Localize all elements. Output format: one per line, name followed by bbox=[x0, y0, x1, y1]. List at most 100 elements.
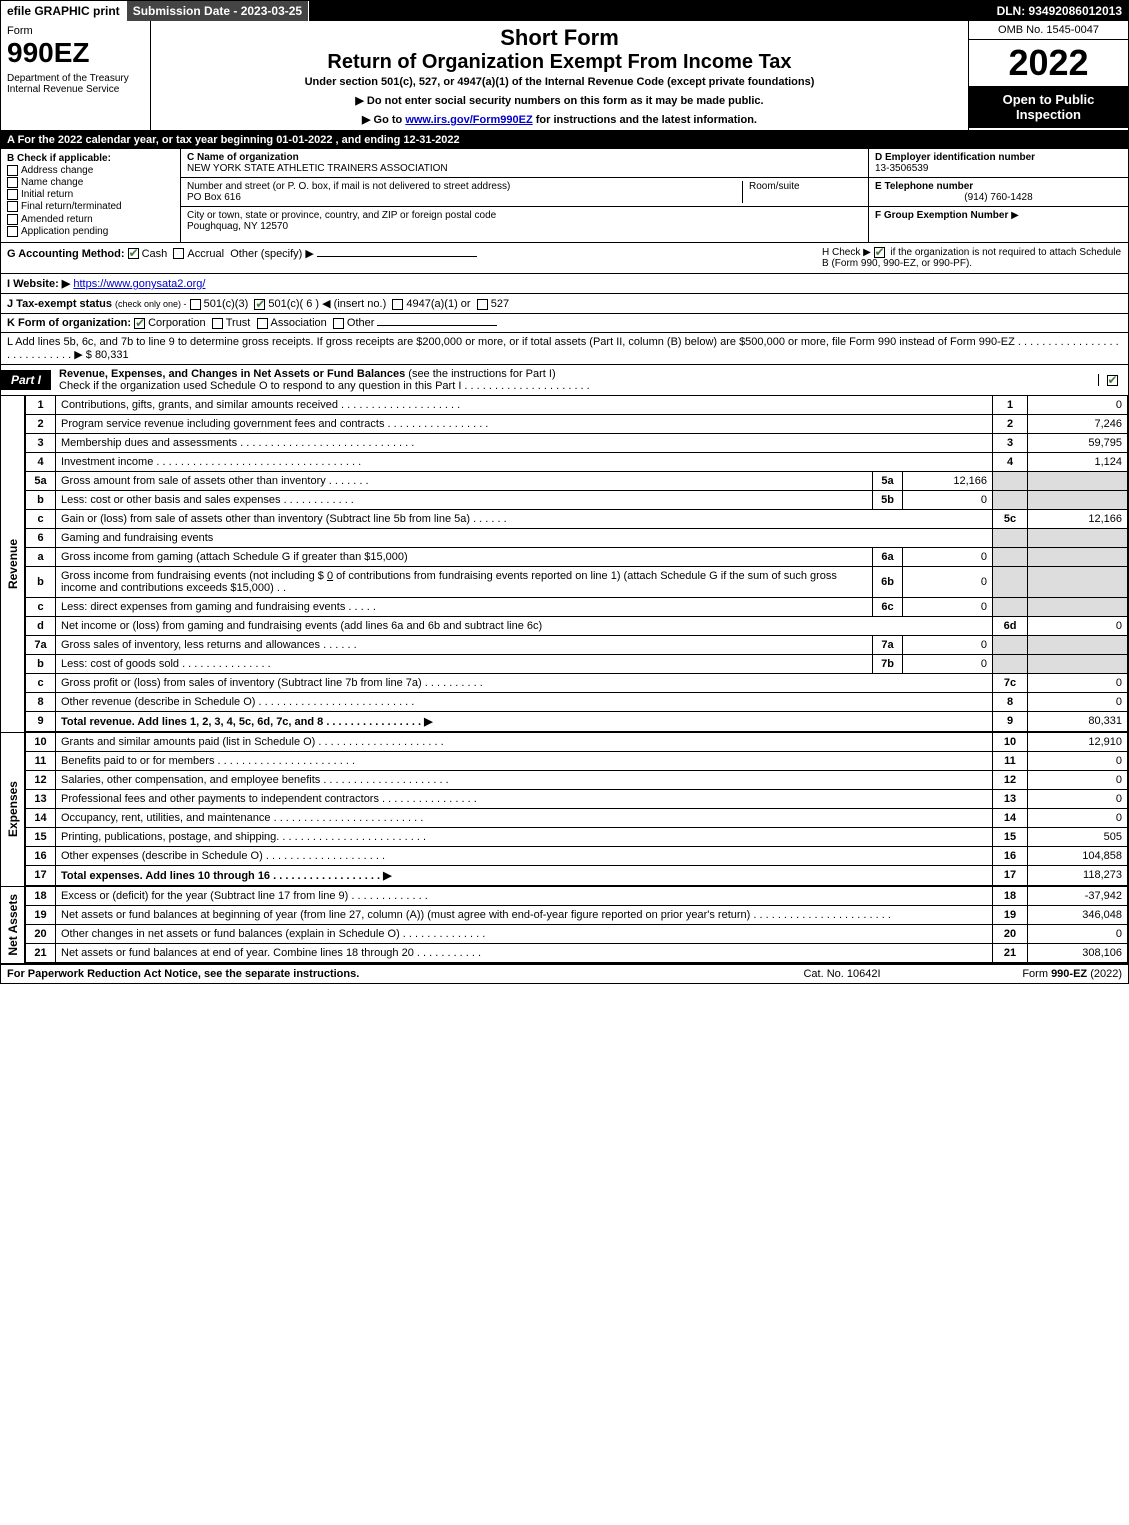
line-6d-val: 0 bbox=[1028, 616, 1128, 635]
chk-cash[interactable] bbox=[128, 248, 139, 259]
header-center: Short Form Return of Organization Exempt… bbox=[151, 21, 968, 130]
chk-corp[interactable] bbox=[134, 318, 145, 329]
sublbl-6c: 6c bbox=[873, 597, 903, 616]
open-inspection: Open to Public Inspection bbox=[969, 86, 1128, 128]
part1-title-rest: (see the instructions for Part I) bbox=[405, 368, 555, 380]
line-7b-text: Less: cost of goods sold . . . . . . . .… bbox=[56, 654, 873, 673]
line-7a-val: 0 bbox=[903, 635, 993, 654]
sublbl-5b: 5b bbox=[873, 490, 903, 509]
chk-initial-return[interactable]: Initial return bbox=[7, 189, 174, 200]
k-other-line bbox=[377, 325, 497, 326]
top-bar: efile GRAPHIC print Submission Date - 20… bbox=[1, 1, 1128, 21]
topbar-spacer bbox=[309, 1, 990, 21]
line-14-val: 0 bbox=[1028, 808, 1128, 827]
line-2-val: 7,246 bbox=[1028, 414, 1128, 433]
form-container: efile GRAPHIC print Submission Date - 20… bbox=[0, 0, 1129, 984]
bullet-2: ▶ Go to www.irs.gov/Form990EZ for instru… bbox=[159, 113, 960, 126]
line-10-val: 12,910 bbox=[1028, 733, 1128, 752]
k-lbl: K Form of organization: bbox=[7, 317, 131, 329]
sublbl-7b: 7b bbox=[873, 654, 903, 673]
chk-527[interactable] bbox=[477, 299, 488, 310]
l-val: 80,331 bbox=[95, 349, 129, 361]
chk-address-change[interactable]: Address change bbox=[7, 165, 174, 176]
dln-label: DLN: 93492086012013 bbox=[991, 1, 1128, 21]
b2-post: for instructions and the latest informat… bbox=[533, 114, 757, 126]
org-name: NEW YORK STATE ATHLETIC TRAINERS ASSOCIA… bbox=[187, 163, 448, 174]
irs-link[interactable]: www.irs.gov/Form990EZ bbox=[405, 114, 532, 126]
footer-left: For Paperwork Reduction Act Notice, see … bbox=[7, 968, 742, 980]
chk-amended[interactable]: Amended return bbox=[7, 214, 174, 225]
b2-pre: ▶ Go to bbox=[362, 114, 405, 126]
line-18-val: -37,942 bbox=[1028, 887, 1128, 906]
tax-year: 2022 bbox=[969, 40, 1128, 86]
chk-501c3[interactable] bbox=[190, 299, 201, 310]
line-15-text: Printing, publications, postage, and shi… bbox=[56, 827, 993, 846]
chk-app-pending[interactable]: Application pending bbox=[7, 226, 174, 237]
line-6b-val: 0 bbox=[903, 566, 993, 597]
line-5c-text: Gain or (loss) from sale of assets other… bbox=[56, 509, 993, 528]
chk-501c[interactable] bbox=[254, 299, 265, 310]
part1-check bbox=[1098, 374, 1128, 386]
line-9-text: Total revenue. Add lines 1, 2, 3, 4, 5c,… bbox=[56, 711, 993, 731]
website-link[interactable]: https://www.gonysata2.org/ bbox=[73, 278, 205, 290]
chk-other[interactable] bbox=[333, 318, 344, 329]
expenses-vlabel: Expenses bbox=[1, 733, 25, 886]
sublbl-7a: 7a bbox=[873, 635, 903, 654]
netassets-vlabel: Net Assets bbox=[1, 887, 25, 963]
line-5b-val: 0 bbox=[903, 490, 993, 509]
chk-part1-o[interactable] bbox=[1107, 375, 1118, 386]
line-10-text: Grants and similar amounts paid (list in… bbox=[56, 733, 993, 752]
chk-accrual[interactable] bbox=[173, 248, 184, 259]
g-other: Other (specify) ▶ bbox=[230, 248, 314, 260]
expenses-table: 10Grants and similar amounts paid (list … bbox=[25, 733, 1128, 886]
line-7c-val: 0 bbox=[1028, 673, 1128, 692]
line-21-text: Net assets or fund balances at end of ye… bbox=[56, 943, 993, 962]
efile-label: efile GRAPHIC print bbox=[1, 1, 127, 21]
org-city: Poughquag, NY 12570 bbox=[187, 221, 288, 232]
chk-h[interactable] bbox=[874, 247, 885, 258]
line-5a-text: Gross amount from sale of assets other t… bbox=[56, 471, 873, 490]
chk-4947[interactable] bbox=[392, 299, 403, 310]
f-arrow: ▶ bbox=[1011, 210, 1019, 221]
f-row: F Group Exemption Number ▶ bbox=[869, 207, 1128, 224]
e-row: E Telephone number (914) 760-1428 bbox=[869, 178, 1128, 207]
row-gh: G Accounting Method: Cash Accrual Other … bbox=[1, 243, 1128, 274]
subtitle: Under section 501(c), 527, or 4947(a)(1)… bbox=[159, 76, 960, 88]
bullet-1: ▶ Do not enter social security numbers o… bbox=[159, 94, 960, 107]
line-6a-text: Gross income from gaming (attach Schedul… bbox=[56, 547, 873, 566]
chk-trust[interactable] bbox=[212, 318, 223, 329]
netassets-table: 18Excess or (deficit) for the year (Subt… bbox=[25, 887, 1128, 963]
d-lbl: D Employer identification number bbox=[875, 152, 1035, 163]
line-20-val: 0 bbox=[1028, 924, 1128, 943]
line-5a-val: 12,166 bbox=[903, 471, 993, 490]
k-row: K Form of organization: Corporation Trus… bbox=[1, 314, 1128, 333]
h-pre: H Check ▶ bbox=[822, 247, 871, 258]
sublbl-5a: 5a bbox=[873, 471, 903, 490]
chk-assoc[interactable] bbox=[257, 318, 268, 329]
numcol-5c: 5c bbox=[993, 509, 1028, 528]
short-form-title: Short Form bbox=[159, 25, 960, 51]
d-row: D Employer identification number 13-3506… bbox=[869, 149, 1128, 178]
col-c: C Name of organization NEW YORK STATE AT… bbox=[181, 149, 868, 242]
line-17-text: Total expenses. Add lines 10 through 16 … bbox=[56, 865, 993, 885]
footer-center: Cat. No. 10642I bbox=[742, 968, 942, 980]
line-12-val: 0 bbox=[1028, 770, 1128, 789]
part1-sub: Check if the organization used Schedule … bbox=[59, 380, 590, 392]
chk-name-change[interactable]: Name change bbox=[7, 177, 174, 188]
line-18-text: Excess or (deficit) for the year (Subtra… bbox=[56, 887, 993, 906]
header-right: OMB No. 1545-0047 2022 Open to Public In… bbox=[968, 21, 1128, 130]
submission-date: Submission Date - 2023-03-25 bbox=[127, 1, 309, 21]
line-17-val: 118,273 bbox=[1028, 865, 1128, 885]
line-6a-val: 0 bbox=[903, 547, 993, 566]
dept-label: Department of the Treasury Internal Reve… bbox=[7, 73, 144, 95]
part1-header: Part I Revenue, Expenses, and Changes in… bbox=[1, 365, 1128, 396]
line-15-val: 505 bbox=[1028, 827, 1128, 846]
part1-title-bold: Revenue, Expenses, and Changes in Net As… bbox=[59, 368, 405, 380]
line-a: A For the 2022 calendar year, or tax yea… bbox=[1, 131, 1128, 149]
line-7b-val: 0 bbox=[903, 654, 993, 673]
chk-final-return[interactable]: Final return/terminated bbox=[7, 201, 174, 212]
col-b: B Check if applicable: Address change Na… bbox=[1, 149, 181, 242]
phone: (914) 760-1428 bbox=[875, 192, 1122, 203]
form-header: Form 990EZ Department of the Treasury In… bbox=[1, 21, 1128, 131]
line-7a-text: Gross sales of inventory, less returns a… bbox=[56, 635, 873, 654]
